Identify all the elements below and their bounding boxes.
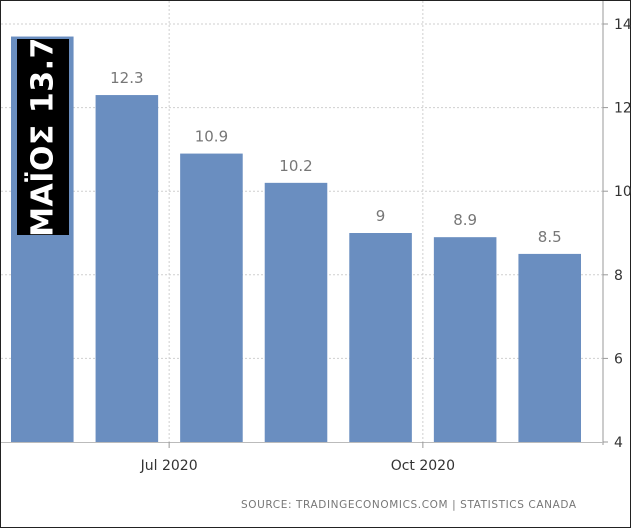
bar-aug-2020 <box>264 182 328 442</box>
data-label: 10.2 <box>279 157 312 175</box>
x-axis: Jul 2020 Oct 2020 <box>140 442 455 474</box>
overlay-banner <box>17 39 69 235</box>
bars <box>11 36 581 442</box>
data-label: 10.9 <box>195 128 228 146</box>
y-tick-label: 6 <box>614 351 623 367</box>
bar-jun-2020 <box>95 95 159 442</box>
data-label: 8.5 <box>538 228 562 246</box>
bar-nov-2020 <box>518 253 581 442</box>
y-tick-label: 14 <box>614 17 631 33</box>
overlay-text: ΜΑΪΟΣ 13.7 <box>25 37 61 237</box>
source-note: SOURCE: TRADINGECONOMICS.COM | STATISTIC… <box>241 499 577 511</box>
bar-jul-2020 <box>180 153 243 442</box>
x-tick-label: Oct 2020 <box>391 458 455 474</box>
bar-oct-2020 <box>433 237 497 442</box>
y-axis: 4 6 8 10 12 14 <box>603 17 631 451</box>
data-label: 12.3 <box>110 69 143 87</box>
y-tick-label: 4 <box>614 435 623 451</box>
y-tick-label: 12 <box>614 101 631 117</box>
y-tick-label: 8 <box>614 268 623 284</box>
y-tick-label: 10 <box>614 184 631 200</box>
data-label: 8.9 <box>453 211 477 229</box>
bar-sep-2020 <box>349 233 412 442</box>
x-tick-label: Jul 2020 <box>140 458 198 474</box>
data-label: 9 <box>376 207 386 225</box>
data-labels: 12.3 10.9 10.2 9 8.9 8.5 <box>110 69 561 246</box>
